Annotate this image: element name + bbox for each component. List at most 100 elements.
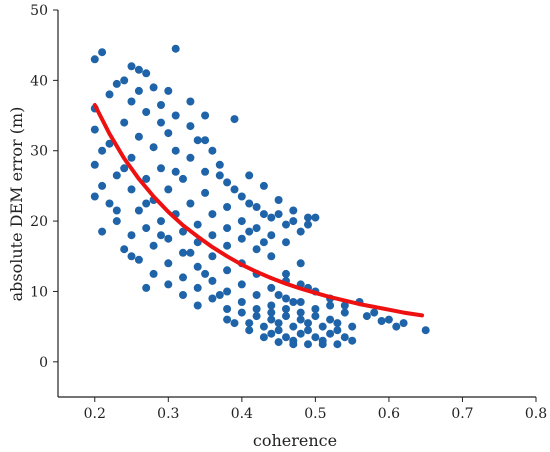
data-point — [311, 312, 320, 321]
data-point — [193, 283, 202, 292]
data-point — [289, 340, 298, 349]
data-point — [252, 203, 261, 211]
data-point — [245, 227, 254, 236]
data-point — [282, 238, 290, 247]
data-point — [120, 76, 129, 85]
data-point — [208, 210, 217, 219]
data-point — [179, 273, 187, 282]
data-point — [208, 231, 217, 240]
data-point — [274, 196, 283, 204]
fit-curve — [92, 103, 424, 318]
data-point — [384, 315, 393, 324]
data-point — [296, 259, 305, 268]
data-point — [120, 245, 129, 254]
data-point — [230, 185, 239, 194]
data-point — [105, 139, 114, 148]
y-tick-label: 0 — [39, 355, 48, 371]
data-point — [252, 224, 261, 233]
data-point — [311, 213, 320, 222]
data-point — [267, 315, 276, 324]
data-point — [223, 315, 232, 324]
data-point — [267, 213, 276, 222]
data-point — [252, 245, 261, 254]
data-point — [230, 319, 239, 328]
data-point — [223, 266, 232, 275]
data-point — [296, 227, 305, 236]
data-point — [164, 86, 173, 95]
x-tick-label: 0.8 — [525, 406, 547, 422]
data-point — [289, 206, 298, 215]
data-point — [149, 83, 158, 92]
y-tick-label: 30 — [30, 144, 48, 160]
data-point — [208, 276, 217, 285]
data-point — [164, 234, 173, 243]
x-axis-title: coherence — [253, 431, 337, 450]
data-point — [142, 174, 151, 183]
data-point — [289, 322, 298, 331]
data-point — [296, 298, 305, 306]
data-point — [282, 305, 290, 313]
data-point — [186, 248, 195, 257]
data-point — [267, 231, 276, 240]
data-point — [289, 298, 298, 306]
data-point — [157, 217, 165, 226]
data-point — [171, 44, 180, 53]
data-point — [179, 248, 187, 257]
data-point — [201, 269, 210, 278]
data-point — [157, 164, 165, 173]
data-point — [289, 217, 298, 226]
data-point — [223, 305, 232, 313]
data-point — [274, 326, 283, 335]
axes: 0.2 0.3 0.4 0.5 0.6 0.7 0.8 0 10 20 30 40 50 — [30, 3, 547, 422]
data-point — [164, 280, 173, 289]
data-point — [164, 129, 173, 138]
scatter-points — [90, 44, 430, 349]
data-point — [201, 188, 210, 197]
data-point — [98, 181, 107, 190]
data-point — [267, 308, 276, 317]
data-point — [186, 199, 195, 208]
data-point — [223, 203, 232, 211]
y-tick-label: 50 — [30, 3, 48, 19]
data-point — [252, 291, 261, 299]
data-point — [164, 185, 173, 194]
data-point — [245, 319, 254, 328]
data-point — [208, 252, 217, 261]
data-point — [134, 255, 143, 264]
data-point — [304, 220, 312, 229]
data-point — [230, 115, 239, 124]
data-point — [134, 65, 143, 74]
y-axis-title: absolute DEM error (m) — [7, 107, 26, 302]
data-point — [223, 287, 232, 296]
data-point — [223, 241, 232, 250]
data-point — [186, 122, 195, 131]
data-point — [274, 319, 283, 328]
x-tick-label: 0.5 — [304, 406, 326, 422]
data-point — [304, 213, 312, 222]
data-point — [164, 259, 173, 268]
data-point — [259, 322, 268, 331]
data-point — [208, 146, 217, 155]
data-point — [282, 220, 290, 229]
x-tick-label: 0.7 — [451, 406, 473, 422]
data-point — [112, 206, 121, 215]
data-point — [120, 164, 129, 173]
x-tick-label: 0.4 — [231, 406, 253, 422]
data-point — [90, 160, 99, 169]
data-point — [296, 308, 305, 317]
data-point — [304, 326, 312, 335]
data-point — [267, 283, 276, 292]
data-point — [134, 206, 143, 215]
data-point — [215, 160, 224, 169]
data-point — [171, 167, 180, 176]
data-point — [333, 319, 342, 328]
data-point — [127, 185, 136, 194]
data-point — [348, 336, 357, 345]
data-point — [127, 97, 136, 106]
data-point — [340, 301, 349, 310]
x-tick-label: 0.3 — [157, 406, 179, 422]
data-point — [98, 48, 107, 57]
data-point — [252, 312, 261, 321]
data-point — [296, 315, 305, 324]
data-point — [333, 340, 342, 349]
